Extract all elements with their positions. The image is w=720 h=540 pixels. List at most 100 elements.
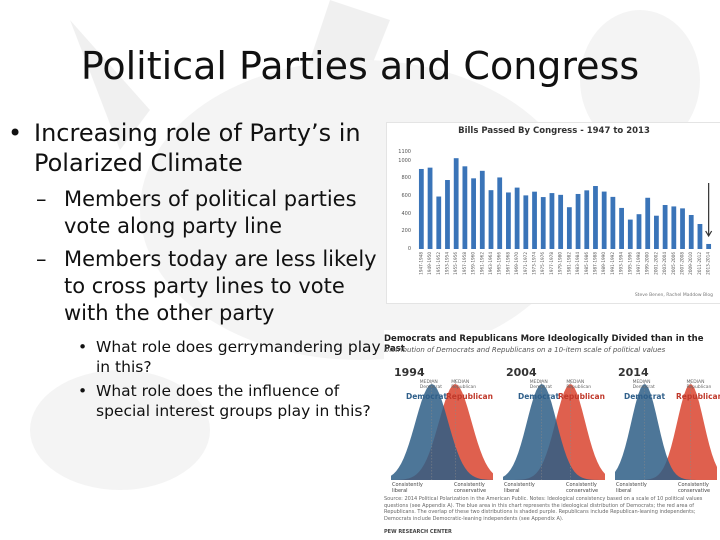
bar-1999-2000 bbox=[645, 197, 651, 249]
democrat-distribution bbox=[391, 384, 493, 480]
bullet-main: • Increasing role of Party’s in Polarize… bbox=[6, 118, 390, 178]
x-tick-label: 1949-1950 bbox=[427, 252, 432, 275]
x-tick-label: 2001-2002 bbox=[653, 252, 658, 275]
slide-body: • Increasing role of Party’s in Polarize… bbox=[6, 118, 390, 421]
x-tick-label: 1999-2000 bbox=[645, 252, 650, 275]
x-tick-label: 1957-1958 bbox=[462, 252, 467, 275]
republican-label: Republican bbox=[558, 392, 605, 401]
median-rep-label: MEDIAN Republican bbox=[451, 380, 477, 390]
bills-passed-chart: Bills Passed By Congress - 1947 to 2013 … bbox=[386, 122, 720, 304]
bar-1959-1960 bbox=[471, 178, 476, 249]
panel-year: 1994 bbox=[394, 366, 425, 379]
consistently-liberal-label: Consistently liberal bbox=[392, 482, 423, 494]
decline-arrow-icon bbox=[705, 183, 713, 238]
consistently-conservative-label: Consistently conservative bbox=[566, 482, 599, 494]
bullet-sub-2-text: Members today are less likely to cross p… bbox=[64, 247, 377, 325]
bar-1987-1988 bbox=[593, 186, 598, 249]
bar-2003-2004 bbox=[662, 205, 668, 249]
democrat-label: Democrat bbox=[624, 392, 666, 401]
bar-1993-1994 bbox=[619, 207, 624, 249]
consistently-conservative-label: Consistently conservative bbox=[454, 482, 487, 494]
x-tick-label: 1971-1972 bbox=[523, 252, 528, 275]
bar-1995-1996 bbox=[627, 219, 633, 249]
bar-2005-2006 bbox=[671, 206, 677, 249]
bar-1957-1958 bbox=[462, 166, 468, 249]
bars-plot: 1947-1948 1949-1950 1951-1952 1953-1954 1955… bbox=[418, 158, 713, 275]
bar-2011-2012 bbox=[697, 224, 703, 249]
bar-1985-1986 bbox=[584, 190, 590, 249]
panel-plot bbox=[391, 380, 493, 480]
slide-title: Political Parties and Congress bbox=[80, 44, 640, 88]
bullet-question-1: • What role does gerrymandering play in … bbox=[6, 337, 390, 377]
chart-source: PEW RESEARCH CENTER bbox=[384, 529, 452, 535]
chart-title: Bills Passed By Congress - 1947 to 2013 bbox=[458, 126, 650, 136]
y-tick-label: 800 bbox=[401, 175, 411, 182]
dash-glyph: – bbox=[36, 187, 47, 211]
x-tick-label: 1963-1964 bbox=[488, 252, 493, 275]
bar-1983-1984 bbox=[575, 193, 581, 249]
republican-distribution bbox=[615, 384, 717, 480]
bar-1979-1980 bbox=[558, 194, 564, 249]
panel-year: 2014 bbox=[618, 366, 649, 379]
bar-1961-1962 bbox=[479, 170, 485, 249]
x-tick-label: 2011-2012 bbox=[697, 252, 702, 275]
panel-plot bbox=[615, 380, 717, 480]
x-tick-label: 1997-1998 bbox=[636, 252, 641, 275]
x-tick-label: 1959-1960 bbox=[471, 252, 476, 275]
x-tick-label: 1993-1994 bbox=[619, 252, 624, 275]
bar-1951-1952 bbox=[436, 196, 442, 249]
x-tick-label: 1983-1984 bbox=[575, 252, 580, 275]
x-tick-label: 2003-2004 bbox=[662, 252, 667, 275]
democrat-distribution bbox=[615, 384, 717, 480]
x-tick-label: 1977-1978 bbox=[549, 252, 554, 275]
x-tick-label: 1973-1974 bbox=[532, 252, 537, 275]
bar-2001-2002 bbox=[654, 215, 659, 249]
x-tick-label: 1967-1968 bbox=[505, 252, 510, 275]
bar-1965-1966 bbox=[497, 177, 503, 249]
bullet-glyph: • bbox=[78, 338, 88, 356]
y-tick-label: 600 bbox=[401, 193, 411, 199]
bar-1991-1992 bbox=[610, 196, 616, 249]
x-tick-label: 2007-2008 bbox=[680, 252, 685, 275]
chart-credit: Steve Benen, Rachel Maddow Blog bbox=[634, 293, 713, 298]
democrat-label: Democrat bbox=[406, 392, 448, 401]
polarization-chart: Democrats and Republicans More Ideologic… bbox=[384, 330, 720, 540]
median-dem-label: MEDIAN Democrat bbox=[419, 380, 443, 390]
bar-1971-1972 bbox=[523, 195, 529, 249]
bar-1973-1974 bbox=[532, 191, 537, 249]
bar-1977-1978 bbox=[549, 193, 555, 249]
x-tick-label: 1985-1986 bbox=[584, 252, 589, 275]
x-tick-label: 2009-2010 bbox=[688, 252, 693, 275]
bullet-question-2: • What role does the influence of specia… bbox=[6, 381, 390, 421]
x-tick-label: 2005-2006 bbox=[671, 252, 676, 275]
x-tick-label: 1969-1970 bbox=[514, 252, 519, 275]
x-tick-label: 1979-1980 bbox=[558, 252, 563, 275]
bullet-sub-1-text: Members of political parties vote along … bbox=[64, 187, 357, 238]
democrat-distribution bbox=[503, 384, 605, 480]
republican-label: Republican bbox=[676, 392, 720, 401]
y-tick-label: 400 bbox=[401, 210, 411, 217]
bar-2007-2008 bbox=[680, 208, 685, 249]
bar-1963-1964 bbox=[488, 190, 494, 249]
x-tick-label: 1975-1976 bbox=[540, 252, 545, 275]
x-tick-label: 1951-1952 bbox=[436, 252, 441, 275]
bar-2013-2014 bbox=[706, 243, 712, 249]
bar-1989-1990 bbox=[601, 191, 607, 249]
y-tick-label: 200 bbox=[401, 228, 411, 235]
bar-1949-1950 bbox=[427, 167, 433, 249]
median-dem-label: MEDIAN Democrat bbox=[529, 380, 552, 390]
bar-1969-1970 bbox=[514, 187, 520, 249]
y-tick-label: 1100 bbox=[398, 148, 411, 155]
dash-glyph: – bbox=[36, 247, 47, 271]
bar-1953-1954 bbox=[445, 180, 450, 249]
x-tick-label: 1947-1948 bbox=[418, 252, 423, 275]
bullet-glyph: • bbox=[8, 119, 23, 147]
x-tick-label: 1981-1982 bbox=[566, 252, 571, 275]
chart-subtitle: Distribution of Democrats and Republican… bbox=[384, 346, 666, 354]
bar-1955-1956 bbox=[453, 158, 459, 249]
bar-1947-1948 bbox=[418, 168, 424, 249]
democrat-label: Democrat bbox=[518, 392, 560, 401]
bar-1981-1982 bbox=[566, 207, 572, 249]
bullet-question-2-text: What role does the influence of special … bbox=[96, 382, 371, 420]
consistently-liberal-label: Consistently liberal bbox=[616, 482, 647, 494]
